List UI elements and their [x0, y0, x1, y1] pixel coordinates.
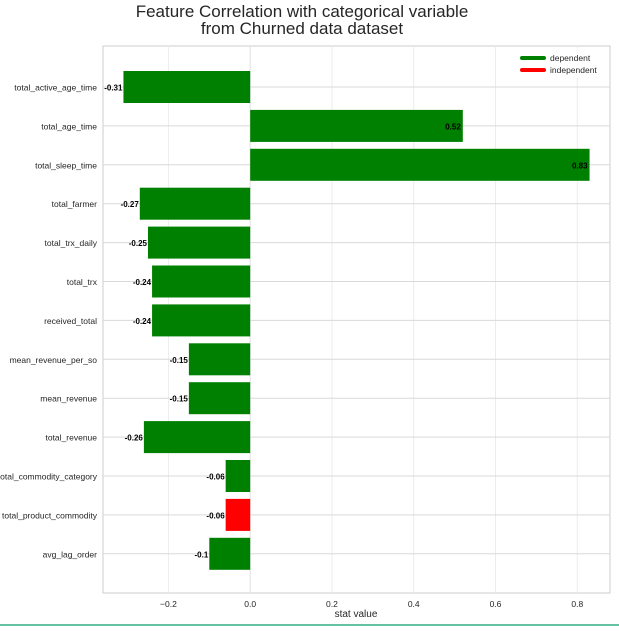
y-tick-label: total_product_commodity: [2, 510, 98, 520]
bar: [250, 148, 590, 181]
x-axis-label: stat value: [335, 609, 378, 620]
bar: [209, 537, 251, 570]
bar-value-label: -0.24: [133, 278, 152, 287]
bar-value-label: -0.31: [104, 84, 123, 93]
x-tick-label: 0.0: [244, 599, 256, 609]
x-tick-label: 0.2: [326, 599, 338, 609]
x-tick-label: 0.4: [408, 599, 420, 609]
bar-value-label: -0.27: [121, 200, 140, 209]
bottom-border: [0, 624, 619, 626]
bar: [152, 265, 251, 298]
axis-layer: total_active_age_time total_age_timetotal…: [0, 83, 583, 610]
legend-label: dependent: [550, 53, 591, 63]
x-tick-label: −0.2: [160, 599, 177, 609]
plot-frame: [102, 45, 611, 594]
chart-subtitle: from Churned data dataset: [201, 19, 404, 38]
y-tick-label: total_trx: [67, 277, 98, 287]
y-tick-label: received_total: [44, 316, 97, 326]
bar-value-label: -0.15: [170, 395, 189, 404]
bar-value-label: -0.26: [125, 434, 144, 443]
y-tick-label: total_trx_daily: [45, 238, 98, 248]
bar: [188, 343, 251, 376]
bar: [225, 460, 251, 492]
bar: [147, 226, 251, 259]
bar: [225, 498, 251, 531]
legend-box: [516, 48, 608, 78]
chart-title: Feature Correlation with categorical var…: [136, 2, 469, 21]
bar: [188, 382, 251, 415]
y-tick-label: mean_revenue_per_so: [10, 355, 98, 365]
y-tick-label: avg_lag_order: [43, 549, 98, 559]
y-tick-label: total_commodity_category: [0, 472, 98, 482]
bar-value-label: -0.24: [133, 317, 152, 326]
bar-value-label: -0.06: [206, 473, 225, 482]
bar: [250, 109, 463, 142]
bar: [143, 421, 251, 454]
bar-value-label: -0.1: [195, 550, 209, 559]
bar-layer: [123, 71, 590, 570]
y-tick-label: total_age_time: [41, 121, 97, 131]
bar: [152, 304, 251, 337]
bar-value-label: 0.83: [572, 161, 588, 170]
x-tick-label: 0.6: [490, 599, 502, 609]
value-label-layer: -0.31 0.52 0.83 -0.27 -0.25 -0.24 -0.24 -0.15 -0…: [104, 84, 588, 560]
bar: [139, 187, 251, 220]
y-tick-label: mean_revenue: [40, 394, 97, 404]
legend-label: independent: [550, 65, 597, 75]
legend: dependent independent: [516, 48, 608, 78]
bar-value-label: 0.52: [445, 122, 461, 131]
y-tick-label: total_revenue: [45, 433, 97, 443]
y-tick-label: total_sleep_time: [35, 160, 97, 170]
bar: [123, 71, 251, 103]
y-tick-label: total_active_age_time: [14, 83, 97, 93]
x-tick-label: 0.8: [571, 599, 583, 609]
bar-value-label: -0.25: [129, 239, 148, 248]
bar-value-label: -0.06: [206, 511, 225, 520]
bar-value-label: -0.15: [170, 356, 189, 365]
y-tick-label: total_farmer: [52, 199, 98, 209]
